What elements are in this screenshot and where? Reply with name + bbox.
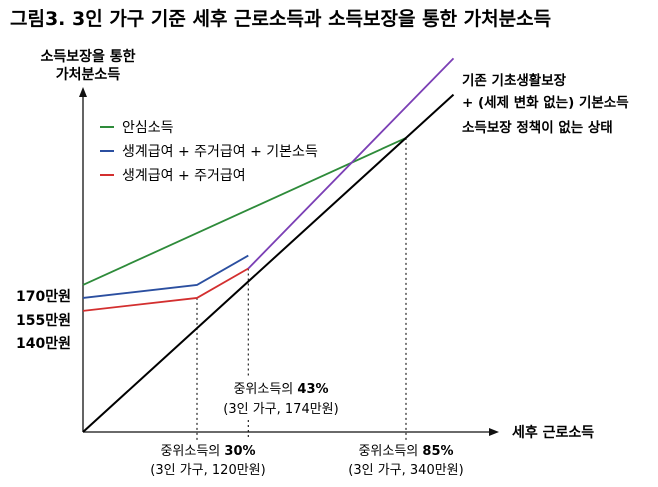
x-axis-label: 세후 근로소득 [512, 425, 594, 441]
annotation-43-line-1: 중위소득의 43% [233, 382, 328, 397]
series-line-2 [82, 254, 249, 299]
right-note-line-1: 기존 기초생활보장 [462, 72, 567, 89]
right-note-line-2: + (세제 변화 없는) 기본소득 [462, 95, 629, 111]
annotation-85-line-2: (3인 가구, 340만원) [348, 463, 463, 478]
legend-label-livelihood: 생계급여 + 주거급여 [122, 168, 246, 184]
series-line-5 [82, 93, 455, 433]
legend: 안심소득 생계급여 + 주거급여 + 기본소득 생계급여 + 주거급여 [100, 120, 318, 184]
y-axis-label-line-2: 가처분소득 [56, 67, 121, 83]
annotation-30: 중위소득의 30% (3인 가구, 120만원) [150, 444, 265, 478]
data-series [82, 57, 455, 433]
legend-label-ansim: 안심소득 [122, 120, 174, 136]
series-line-3 [82, 267, 249, 312]
y-tick-label-170: 170만원 [16, 289, 71, 305]
y-axis-arrow-icon [79, 87, 87, 97]
chart-title: 그림3. 3인 가구 기준 세후 근로소득과 소득보장을 통한 가처분소득 [10, 8, 551, 30]
x-axis-arrow-icon [489, 428, 499, 436]
annotation-85-line-1: 중위소득의 85% [358, 444, 453, 459]
annotation-30-line-1: 중위소득의 30% [160, 444, 255, 459]
guide-lines [196, 137, 407, 440]
right-note-line-3: 소득보장 정책이 없는 상태 [462, 119, 613, 136]
annotation-30-line-2: (3인 가구, 120만원) [150, 463, 265, 478]
y-tick-label-140: 140만원 [16, 336, 71, 352]
annotation-85: 중위소득의 85% (3인 가구, 340만원) [348, 444, 463, 478]
legend-label-basic-income: 생계급여 + 주거급여 + 기본소득 [122, 144, 318, 160]
series-line-4 [247, 57, 455, 270]
y-axis-label-line-1: 소득보장을 통한 [40, 48, 135, 65]
annotation-43: 중위소득의 43% (3인 가구, 174만원) [223, 382, 338, 417]
annotation-43-line-2: (3인 가구, 174만원) [223, 402, 338, 417]
y-tick-label-155: 155만원 [16, 313, 71, 329]
